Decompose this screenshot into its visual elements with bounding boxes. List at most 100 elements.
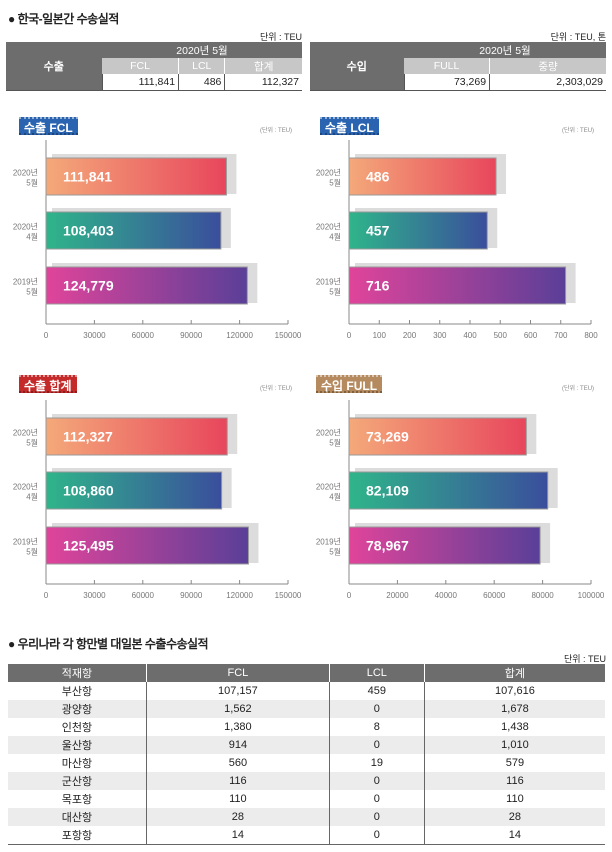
bar-value-label: 82,109 <box>366 483 409 499</box>
x-tick-label: 90000 <box>180 331 203 340</box>
fcl-value: 110 <box>145 790 330 808</box>
x-tick-label: 100000 <box>578 591 605 600</box>
bar <box>348 211 488 250</box>
chart-export-lcl: 0 100 200 300 400 500 600 700 8004862020년5월45720… <box>316 140 598 340</box>
table-row: 마산항 560 19 579 <box>8 754 605 772</box>
x-tick-label: 40000 <box>435 591 458 600</box>
category-label: 5월 <box>329 287 341 297</box>
bar <box>348 526 541 565</box>
export-period: 2020년 5월 <box>102 42 302 58</box>
export-col-lcl: LCL <box>178 58 225 74</box>
table-row: 포항항 14 0 14 <box>8 826 605 845</box>
bar-value-label: 457 <box>366 223 390 239</box>
bar <box>348 266 567 305</box>
bar-value-label: 124,779 <box>63 278 114 294</box>
lcl-value: 8 <box>328 718 425 736</box>
chart-export-total: 0 30000 60000 90000 120000 150000 112,327 2020년… <box>13 400 302 600</box>
import-col-full: FULL <box>404 58 490 74</box>
bar <box>45 266 248 305</box>
total-value: 1,438 <box>423 718 605 736</box>
category-label: 2019년 <box>13 277 38 287</box>
category-label: 4월 <box>26 232 38 242</box>
x-tick-label: 150000 <box>275 591 302 600</box>
category-label: 2020년 <box>13 428 38 438</box>
x-tick-label: 60000 <box>132 331 155 340</box>
port-name: 광양항 <box>8 700 147 718</box>
bar-value-label: 486 <box>366 169 390 185</box>
category-label: 5월 <box>329 547 341 557</box>
ports-title: ● 우리나라 각 항만별 대일본 수출수송실적 <box>8 637 209 651</box>
fcl-value: 14 <box>145 826 330 845</box>
x-tick-label: 60000 <box>132 591 155 600</box>
category-label: 5월 <box>329 178 341 188</box>
ports-table: 적재항 FCL LCL 합계 부산항 107,157 459 107,616 광양항 1,… <box>8 664 605 845</box>
import-val-weight: 2,303,029 <box>489 74 606 91</box>
summary-title: ● 한국-일본간 수송실적 <box>8 12 119 26</box>
x-tick-label: 200 <box>403 331 417 340</box>
category-label: 2019년 <box>13 537 38 547</box>
bar <box>45 157 227 196</box>
export-col-fcl: FCL <box>102 58 179 74</box>
fcl-value: 1,562 <box>145 700 330 718</box>
x-tick-label: 0 <box>44 331 49 340</box>
table-row: 목포항 110 0 110 <box>8 790 605 808</box>
category-label: 2019년 <box>316 537 341 547</box>
x-tick-label: 300 <box>433 331 447 340</box>
category-label: 5월 <box>329 438 341 448</box>
x-tick-label: 30000 <box>83 591 106 600</box>
category-label: 2020년 <box>316 168 341 178</box>
export-val-total: 112,327 <box>224 74 302 91</box>
import-unit: 단위 : TEU, 톤 <box>550 32 606 42</box>
x-tick-label: 600 <box>524 331 538 340</box>
fcl-value: 914 <box>145 736 330 754</box>
fcl-value: 560 <box>145 754 330 772</box>
total-value: 579 <box>423 754 605 772</box>
table-row: 울산항 914 0 1,010 <box>8 736 605 754</box>
table-row: 군산항 116 0 116 <box>8 772 605 790</box>
lcl-value: 0 <box>328 790 425 808</box>
bar <box>348 157 497 196</box>
x-tick-label: 30000 <box>83 331 106 340</box>
export-val-fcl: 111,841 <box>101 74 179 91</box>
bar-value-label: 112,327 <box>63 429 113 445</box>
total-value: 116 <box>423 772 605 790</box>
x-tick-label: 150000 <box>275 331 302 340</box>
x-tick-label: 500 <box>494 331 508 340</box>
bar <box>348 417 527 456</box>
x-tick-label: 700 <box>554 331 568 340</box>
bar-value-label: 716 <box>366 278 390 294</box>
chart-badge-export-fcl: 수출 FCL <box>19 117 78 135</box>
chart-badge-export-lcl: 수출 LCL <box>320 117 379 135</box>
table-row: 부산항 107,157 459 107,616 <box>8 682 605 700</box>
lcl-value: 19 <box>328 754 425 772</box>
chart-unit-export-lcl: (단위 : TEU) <box>562 128 595 134</box>
total-value: 28 <box>423 808 605 826</box>
category-label: 2020년 <box>316 222 341 232</box>
import-col-weight: 중량 <box>489 58 606 74</box>
fcl-value: 28 <box>145 808 330 826</box>
lcl-value: 0 <box>328 700 425 718</box>
x-tick-label: 80000 <box>531 591 554 600</box>
import-row-label: 수입 <box>310 42 404 91</box>
port-name: 부산항 <box>61 686 93 698</box>
export-unit: 단위 : TEU <box>259 32 302 42</box>
bar <box>45 417 228 456</box>
lcl-value: 0 <box>328 736 425 754</box>
category-label: 2020년 <box>13 168 38 178</box>
ports-header-lcl: LCL <box>328 664 425 682</box>
category-label: 5월 <box>26 287 38 297</box>
ports-header-fcl: FCL <box>145 664 330 682</box>
x-tick-label: 90000 <box>180 591 203 600</box>
x-tick-label: 100 <box>373 331 387 340</box>
ports-header-port: 적재항 <box>8 664 147 682</box>
lcl-value: 0 <box>328 772 425 790</box>
x-tick-label: 0 <box>347 331 352 340</box>
category-label: 5월 <box>26 178 38 188</box>
bar <box>348 471 549 510</box>
total-value: 110 <box>423 790 605 808</box>
table-row: 광양항 1,562 0 1,678 <box>8 700 605 718</box>
export-col-total: 합계 <box>224 58 302 74</box>
category-label: 2020년 <box>13 482 38 492</box>
port-name: 마산항 <box>61 758 93 770</box>
import-val-full: 73,269 <box>403 74 490 91</box>
